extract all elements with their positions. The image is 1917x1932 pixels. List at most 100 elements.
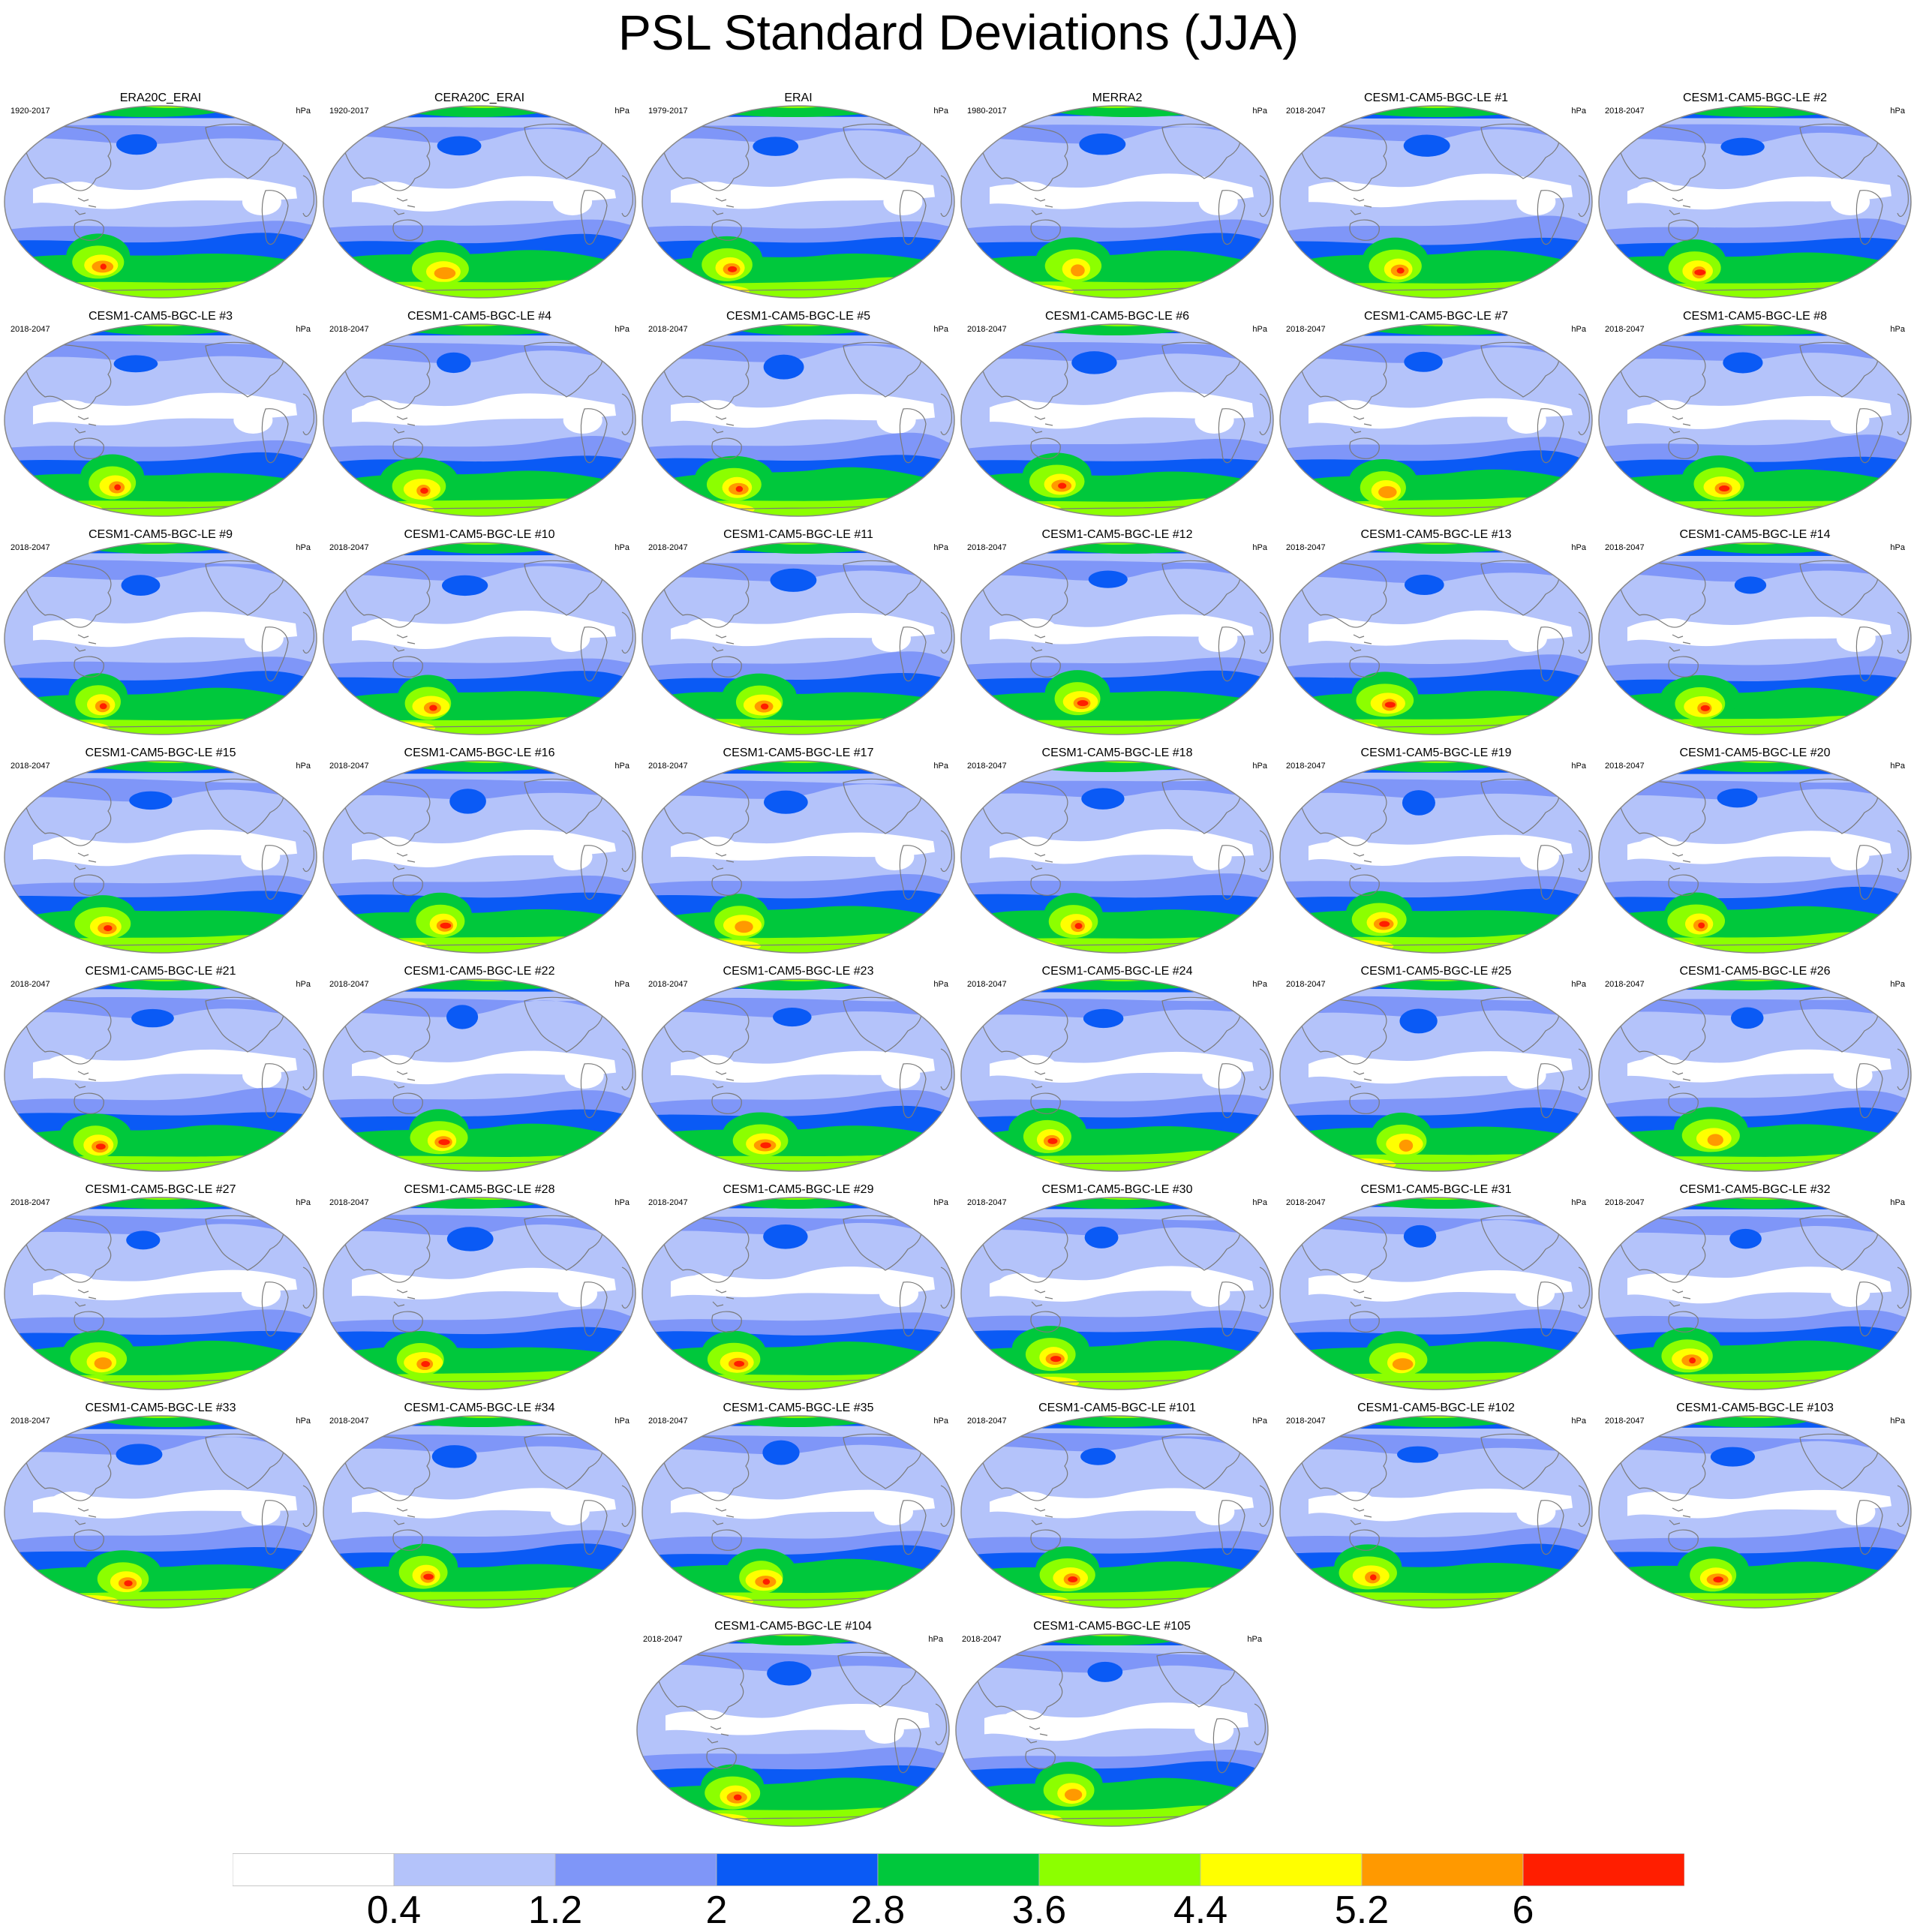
panel-units: hPa <box>614 1198 629 1207</box>
panel-units: hPa <box>614 1417 629 1426</box>
map-panel: CESM1-CAM5-BGC-LE #28 2018-2047 hPa <box>322 1182 637 1401</box>
map-panel: CESM1-CAM5-BGC-LE #7 2018-2047 hPa <box>1279 308 1594 527</box>
colorbar-tick-label: 5.2 <box>1334 1888 1390 1932</box>
panel-period: 2018-2047 <box>329 762 369 771</box>
colorbar-box <box>716 1853 879 1886</box>
panel-units: hPa <box>614 325 629 334</box>
map-panel: CESM1-CAM5-BGC-LE #104 2018-2047 hPa <box>635 1618 951 1837</box>
colorbar-box <box>1038 1853 1201 1886</box>
psl-stddev-map <box>323 323 636 517</box>
panel-units: hPa <box>1890 762 1905 771</box>
panel-units: hPa <box>1252 543 1267 552</box>
map-panel: CESM1-CAM5-BGC-LE #1 2018-2047 hPa <box>1279 90 1594 309</box>
panel-units: hPa <box>933 543 948 552</box>
psl-stddev-map <box>4 1415 317 1609</box>
panel-period: 1920-2017 <box>329 107 369 116</box>
colorbar-box <box>1522 1853 1684 1886</box>
panel-period: 2018-2047 <box>11 1198 50 1207</box>
panel-units: hPa <box>1252 1417 1267 1426</box>
map-panel: CESM1-CAM5-BGC-LE #32 2018-2047 hPa <box>1597 1182 1912 1401</box>
panel-units: hPa <box>296 325 311 334</box>
map-panel: CESM1-CAM5-BGC-LE #14 2018-2047 hPa <box>1597 527 1912 746</box>
psl-stddev-map <box>960 978 1274 1172</box>
panel-units: hPa <box>614 543 629 552</box>
psl-stddev-map <box>1598 760 1912 954</box>
panel-period: 2018-2047 <box>967 543 1007 552</box>
map-panel: CESM1-CAM5-BGC-LE #26 2018-2047 hPa <box>1597 963 1912 1182</box>
colorbar-tick-label: 4.4 <box>1173 1888 1228 1932</box>
panel-title: ERA20C_ERAI <box>119 92 202 104</box>
panel-title: CESM1-CAM5-BGC-LE #9 <box>88 528 233 541</box>
colorbar-box <box>877 1853 1040 1886</box>
map-panel: CESM1-CAM5-BGC-LE #33 2018-2047 hPa <box>3 1400 318 1619</box>
panel-title: MERRA2 <box>1092 92 1143 104</box>
psl-stddev-map <box>1279 1415 1593 1609</box>
panel-units: hPa <box>1571 1198 1586 1207</box>
map-panel: CESM1-CAM5-BGC-LE #2 2018-2047 hPa <box>1597 90 1912 309</box>
map-panel: CESM1-CAM5-BGC-LE #101 2018-2047 hPa <box>960 1400 1275 1619</box>
panel-title: CESM1-CAM5-BGC-LE #11 <box>723 528 873 541</box>
psl-stddev-map <box>1279 105 1593 299</box>
panel-period: 2018-2047 <box>1286 980 1326 989</box>
psl-stddev-map <box>642 1415 955 1609</box>
panel-period: 2018-2047 <box>962 1635 1002 1644</box>
panel-period: 2018-2047 <box>11 543 50 552</box>
map-panel: CESM1-CAM5-BGC-LE #35 2018-2047 hPa <box>641 1400 956 1619</box>
panel-period: 2018-2047 <box>1286 1417 1326 1426</box>
panel-title: CESM1-CAM5-BGC-LE #5 <box>726 310 871 323</box>
panel-period: 2018-2047 <box>1286 762 1326 771</box>
panel-title: CESM1-CAM5-BGC-LE #101 <box>1038 1402 1196 1414</box>
panel-title: ERAI <box>784 92 813 104</box>
panel-period: 2018-2047 <box>329 980 369 989</box>
panel-units: hPa <box>296 762 311 771</box>
map-panel: CESM1-CAM5-BGC-LE #6 2018-2047 hPa <box>960 308 1275 527</box>
panel-period: 2018-2047 <box>967 1198 1007 1207</box>
psl-stddev-map <box>1279 1197 1593 1390</box>
psl-stddev-map <box>642 542 955 735</box>
panel-period: 2018-2047 <box>648 325 688 334</box>
panel-period: 2018-2047 <box>648 980 688 989</box>
panel-units: hPa <box>296 1417 311 1426</box>
panel-units: hPa <box>933 1417 948 1426</box>
map-panel: CESM1-CAM5-BGC-LE #17 2018-2047 hPa <box>641 745 956 964</box>
panel-title: CESM1-CAM5-BGC-LE #29 <box>723 1183 874 1196</box>
map-panel: CESM1-CAM5-BGC-LE #105 2018-2047 hPa <box>954 1618 1269 1837</box>
map-panel: CESM1-CAM5-BGC-LE #5 2018-2047 hPa <box>641 308 956 527</box>
psl-stddev-map <box>642 760 955 954</box>
panel-title: CESM1-CAM5-BGC-LE #30 <box>1041 1183 1193 1196</box>
map-panel: CESM1-CAM5-BGC-LE #3 2018-2047 hPa <box>3 308 318 527</box>
psl-stddev-map <box>323 1415 636 1609</box>
panel-units: hPa <box>1252 980 1267 989</box>
panel-units: hPa <box>1890 107 1905 116</box>
colorbar <box>233 1853 1684 1886</box>
map-panel: CESM1-CAM5-BGC-LE #16 2018-2047 hPa <box>322 745 637 964</box>
psl-stddev-map <box>4 760 317 954</box>
panel-units: hPa <box>614 107 629 116</box>
panel-title: CESM1-CAM5-BGC-LE #16 <box>404 747 555 759</box>
map-panel: CESM1-CAM5-BGC-LE #27 2018-2047 hPa <box>3 1182 318 1401</box>
panel-title: CERA20C_ERAI <box>434 92 525 104</box>
psl-stddev-map <box>323 542 636 735</box>
panel-period: 2018-2047 <box>11 762 50 771</box>
colorbar-box <box>554 1853 717 1886</box>
psl-stddev-map <box>4 978 317 1172</box>
map-panel: CESM1-CAM5-BGC-LE #18 2018-2047 hPa <box>960 745 1275 964</box>
panel-period: 2018-2047 <box>11 1417 50 1426</box>
panel-grid: ERA20C_ERAI 1920-2017 hPa CERA20C_ERAI 1920-… <box>3 90 1912 1827</box>
psl-stddev-map <box>1279 760 1593 954</box>
panel-units: hPa <box>1571 980 1586 989</box>
map-panel: CESM1-CAM5-BGC-LE #102 2018-2047 hPa <box>1279 1400 1594 1619</box>
psl-stddev-map <box>1279 542 1593 735</box>
map-panel: CESM1-CAM5-BGC-LE #13 2018-2047 hPa <box>1279 527 1594 746</box>
psl-stddev-map <box>960 1415 1274 1609</box>
map-panel: CESM1-CAM5-BGC-LE #25 2018-2047 hPa <box>1279 963 1594 1182</box>
map-panel: MERRA2 1980-2017 hPa <box>960 90 1275 309</box>
panel-units: hPa <box>296 980 311 989</box>
panel-units: hPa <box>1571 1417 1586 1426</box>
panel-units: hPa <box>928 1635 943 1644</box>
colorbar-tick-label: 2 <box>705 1888 728 1932</box>
panel-period: 2018-2047 <box>329 1198 369 1207</box>
map-panel: CESM1-CAM5-BGC-LE #4 2018-2047 hPa <box>322 308 637 527</box>
map-panel: ERA20C_ERAI 1920-2017 hPa <box>3 90 318 309</box>
panel-title: CESM1-CAM5-BGC-LE #21 <box>85 965 236 978</box>
